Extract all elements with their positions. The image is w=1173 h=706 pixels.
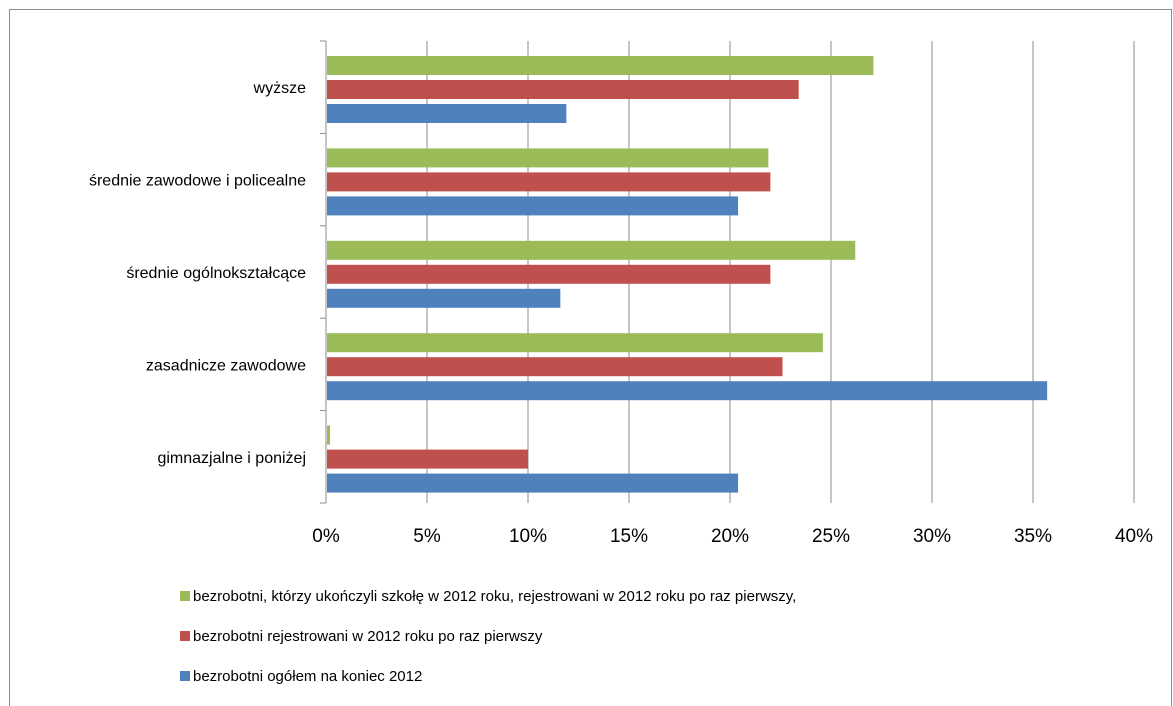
axis [320, 40, 327, 504]
bar [327, 240, 856, 260]
bar [327, 104, 567, 123]
x-tick-label: 15% [610, 526, 648, 547]
x-tick-label: 35% [1014, 526, 1052, 547]
bar [327, 333, 823, 353]
legend-swatch [180, 631, 190, 641]
category-label: zasadnicze zawodowe [146, 357, 306, 374]
tick-labels: 0% 5% 10% 15% 20% 25% 30% 35% 40% [312, 526, 1153, 547]
category-label: wyższe [253, 80, 307, 97]
x-tick-label: 20% [711, 526, 749, 547]
category-label: średnie zawodowe i policealne [89, 173, 306, 190]
category-labels: wyższe średnie zawodowe i policealne średn… [89, 80, 306, 467]
bar [327, 381, 1048, 401]
bar [327, 80, 799, 99]
category-label: średnie ogólnokształcące [126, 265, 306, 282]
bar [327, 172, 771, 192]
bar [327, 449, 528, 469]
x-tick-label: 30% [913, 526, 951, 547]
bar [327, 148, 769, 168]
legend-label: bezrobotni, którzy ukończyli szkołę w 20… [193, 588, 796, 605]
bar [327, 357, 783, 377]
category-label: gimnazjalne i poniżej [157, 450, 306, 467]
bar [327, 264, 771, 284]
x-tick-label: 10% [509, 526, 547, 547]
x-tick-label: 0% [312, 526, 340, 547]
legend-label: bezrobotni rejestrowani w 2012 roku po r… [193, 628, 543, 645]
x-tick-label: 25% [812, 526, 850, 547]
legend: bezrobotni, którzy ukończyli szkołę w 20… [180, 588, 796, 685]
x-tick-label: 5% [413, 526, 441, 547]
bar [327, 473, 739, 493]
bar [327, 196, 739, 216]
legend-swatch [180, 591, 190, 601]
bar [327, 56, 874, 75]
x-tick-label: 40% [1115, 526, 1153, 547]
bar [327, 288, 561, 308]
bars [327, 56, 1048, 493]
legend-swatch [180, 671, 190, 681]
bar [327, 425, 331, 445]
legend-label: bezrobotni ogółem na koniec 2012 [193, 668, 422, 685]
